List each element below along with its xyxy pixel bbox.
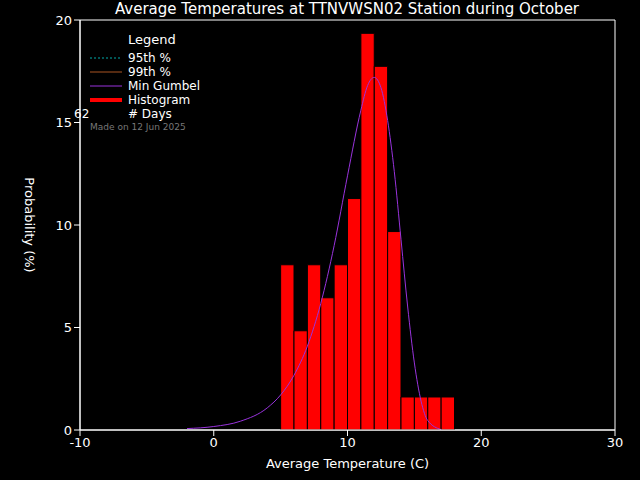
svg-text:5: 5 (64, 320, 72, 335)
svg-text:Average Temperatures at TTNVWS: Average Temperatures at TTNVWSN02 Statio… (115, 0, 580, 18)
svg-text:Made on 12 Jun 2025: Made on 12 Jun 2025 (90, 122, 186, 132)
svg-text:20: 20 (473, 435, 490, 450)
svg-text:Average Temperature (C): Average Temperature (C) (266, 456, 429, 471)
svg-text:10: 10 (339, 435, 356, 450)
svg-text:Legend: Legend (128, 32, 176, 47)
svg-text:Histogram: Histogram (128, 93, 190, 107)
svg-text:# Days: # Days (128, 107, 172, 121)
svg-text:20: 20 (55, 13, 72, 28)
svg-text:-10: -10 (69, 435, 90, 450)
svg-text:30: 30 (607, 435, 624, 450)
svg-text:99th %: 99th % (128, 65, 171, 79)
svg-text:15: 15 (55, 115, 72, 130)
svg-text:95th %: 95th % (128, 51, 171, 65)
svg-text:62: 62 (74, 107, 89, 121)
svg-text:10: 10 (55, 218, 72, 233)
svg-text:Min Gumbel: Min Gumbel (128, 79, 200, 93)
svg-text:0: 0 (210, 435, 218, 450)
svg-text:0: 0 (64, 423, 72, 438)
svg-text:Probability (%): Probability (%) (22, 177, 37, 272)
